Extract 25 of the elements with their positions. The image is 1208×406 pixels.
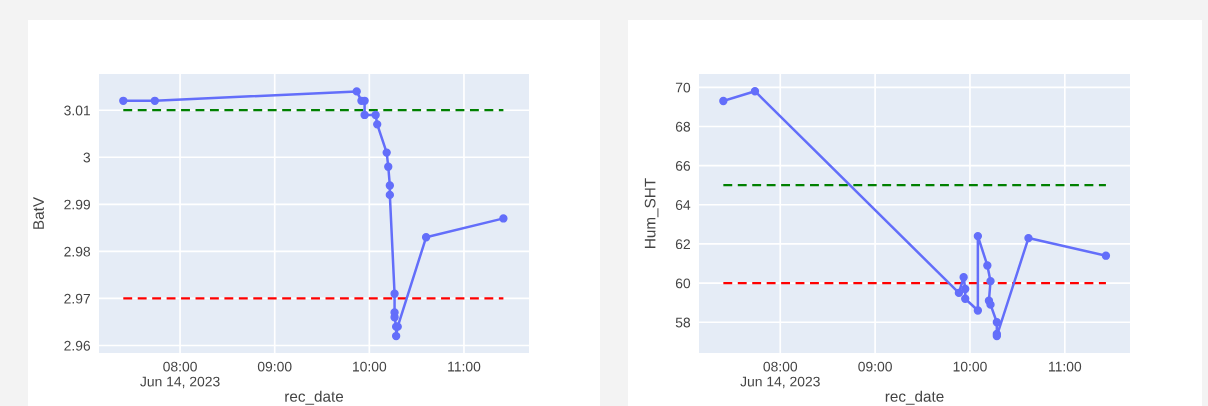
x-tick-label: 11:00 bbox=[448, 361, 481, 372]
y-tick-label: 60 bbox=[675, 278, 691, 289]
y-tick-label: 3.01 bbox=[64, 105, 90, 116]
y-axis-title: BatV bbox=[33, 197, 44, 229]
x-tick-label: 08:00 Jun 14, 2023 bbox=[740, 361, 820, 389]
y-tick-label: 58 bbox=[675, 317, 691, 328]
y-tick-label: 70 bbox=[675, 82, 691, 93]
y-tick-label: 3 bbox=[83, 152, 91, 163]
y-tick-label: 66 bbox=[675, 160, 691, 171]
y-tick-label: 64 bbox=[675, 200, 691, 210]
y-tick-label: 68 bbox=[675, 121, 691, 132]
x-axis-title: rec_date bbox=[285, 390, 344, 405]
x-tick-label: 10:00 bbox=[953, 361, 987, 372]
y-tick-label: 2.98 bbox=[64, 246, 91, 257]
x-axis-title: rec_date bbox=[885, 390, 944, 405]
y-tick-label: 2.96 bbox=[64, 340, 91, 351]
x-tick-label: 08:00 Jun 14, 2023 bbox=[140, 361, 220, 389]
x-tick-label: 09:00 bbox=[858, 361, 892, 372]
x-tick-label: 09:00 bbox=[257, 361, 292, 372]
y-axis-title: Hum_SHT bbox=[644, 178, 659, 248]
x-tick-label: 10:00 bbox=[353, 361, 387, 372]
y-tick-label: 2.99 bbox=[64, 199, 91, 210]
y-tick-label: 62 bbox=[675, 239, 690, 250]
x-tick-label: 11:00 bbox=[1049, 361, 1082, 372]
y-tick-label: 2.97 bbox=[64, 293, 90, 304]
